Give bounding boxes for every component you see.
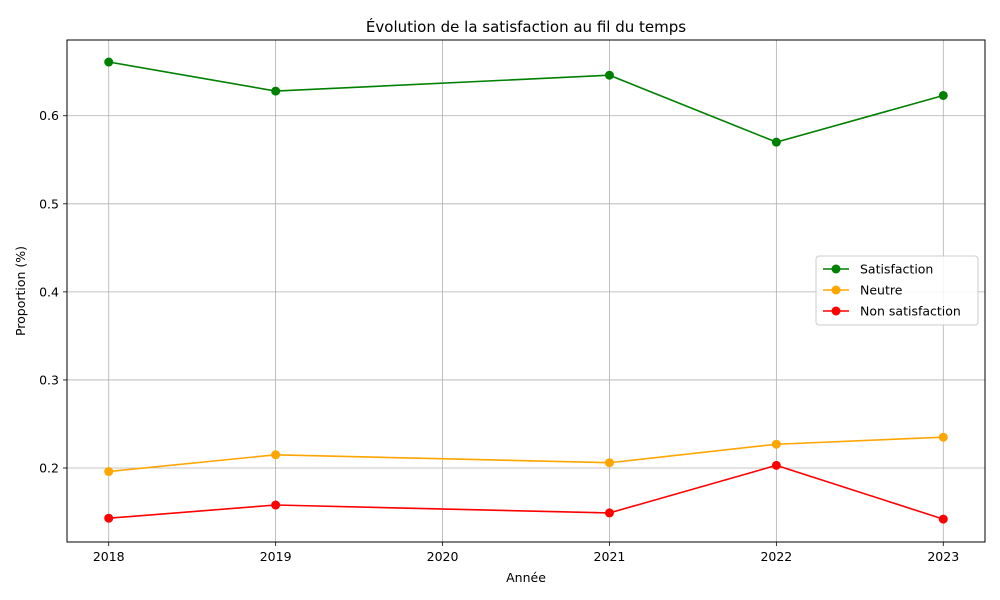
data-point-non-satisfaction <box>104 513 114 523</box>
x-axis-ticks: 2018 2019 2020 2021 2022 2023 <box>93 542 959 564</box>
chart-title: Évolution de la satisfaction au fil du t… <box>366 17 686 36</box>
data-point-non-satisfaction <box>271 500 281 510</box>
legend-box <box>815 255 979 326</box>
data-point-neutre <box>104 467 114 477</box>
y-tick-label: 0.3 <box>39 372 59 387</box>
plot-frame <box>66 39 986 543</box>
legend: Satisfaction Neutre Non satisfaction <box>815 255 979 326</box>
series-points <box>104 57 948 524</box>
data-point-satisfaction <box>271 86 281 96</box>
series-line-satisfaction <box>108 61 944 144</box>
data-point-satisfaction <box>604 70 614 80</box>
y-tick-label: 0.2 <box>39 461 59 476</box>
data-point-non-satisfaction <box>604 508 614 518</box>
legend-label-satisfaction: Satisfaction <box>860 262 933 277</box>
y-tick-label: 0.4 <box>39 284 59 299</box>
legend-label-neutre: Neutre <box>860 283 903 298</box>
data-point-satisfaction <box>104 57 114 67</box>
data-point-neutre <box>604 458 614 468</box>
legend-marker-non-satisfaction <box>831 306 841 316</box>
x-tick-label: 2022 <box>760 549 792 564</box>
data-point-neutre <box>271 450 281 460</box>
series-line-neutre <box>108 436 944 473</box>
y-axis-label: Proportion (%) <box>13 246 28 336</box>
x-tick-label: 2020 <box>427 549 459 564</box>
y-axis-ticks: 0.2 0.3 0.4 0.5 0.6 <box>39 108 67 476</box>
data-point-non-satisfaction <box>938 514 948 524</box>
legend-label-non-satisfaction: Non satisfaction <box>860 304 961 319</box>
series-line-non-satisfaction <box>108 464 944 520</box>
x-tick-label: 2021 <box>594 549 626 564</box>
data-point-neutre <box>771 439 781 449</box>
data-point-satisfaction <box>938 90 948 100</box>
x-axis-label: Année <box>506 570 546 585</box>
y-tick-label: 0.6 <box>39 108 59 123</box>
y-tick-label: 0.5 <box>39 196 59 211</box>
data-point-neutre <box>938 432 948 442</box>
data-point-satisfaction <box>771 137 781 147</box>
x-tick-label: 2023 <box>927 549 959 564</box>
legend-marker-satisfaction <box>831 264 841 274</box>
data-point-non-satisfaction <box>771 460 781 470</box>
x-tick-label: 2019 <box>260 549 292 564</box>
legend-marker-neutre <box>831 285 841 295</box>
x-tick-label: 2018 <box>93 549 125 564</box>
